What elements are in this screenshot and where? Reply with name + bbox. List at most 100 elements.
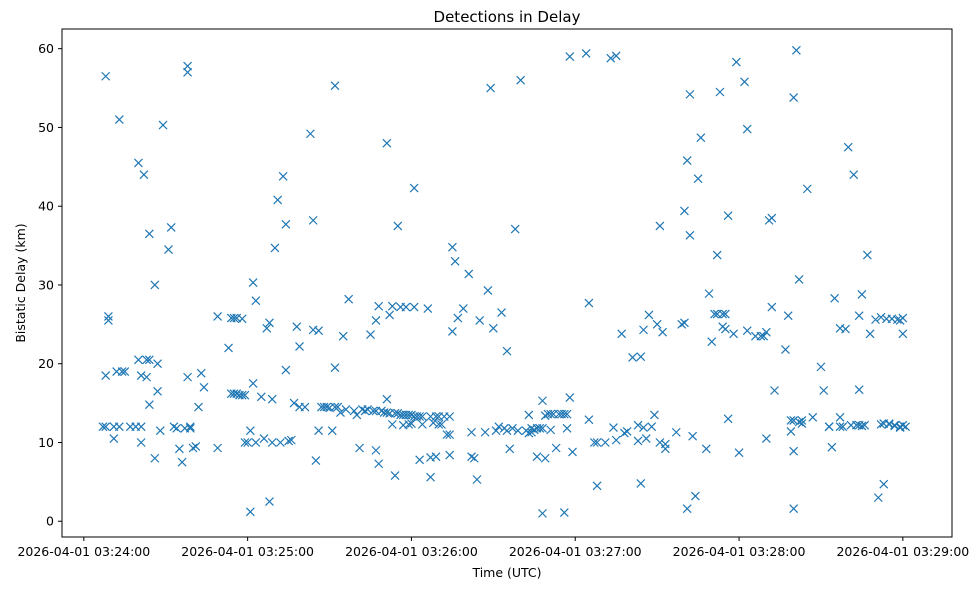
data-point-marker — [824, 422, 834, 432]
data-point-marker — [415, 412, 425, 421]
data-point-marker — [535, 423, 545, 433]
data-point-marker — [308, 215, 318, 225]
data-point-marker — [529, 425, 539, 435]
y-tick-label: 40 — [38, 199, 54, 214]
data-point-marker — [658, 327, 668, 337]
data-point-marker — [581, 48, 591, 58]
data-point-marker — [559, 508, 569, 518]
data-point-marker — [374, 301, 384, 311]
data-point-marker — [144, 229, 154, 239]
data-point-marker — [619, 428, 629, 438]
data-point-marker — [502, 346, 512, 356]
data-point-marker — [677, 319, 687, 329]
y-axis-ticks: 0 10 20 30 40 50 60 — [38, 41, 62, 529]
data-point-marker — [172, 423, 182, 433]
data-point-marker — [898, 420, 908, 430]
data-point-marker — [415, 455, 425, 465]
data-point-marker — [251, 296, 261, 306]
data-point-marker — [835, 422, 845, 432]
data-point-marker — [103, 312, 113, 321]
data-point-marker — [592, 438, 602, 447]
data-point-marker — [540, 411, 550, 421]
data-point-marker — [177, 457, 187, 467]
data-point-marker — [404, 419, 414, 429]
data-point-marker — [387, 419, 397, 429]
data-point-marker — [472, 475, 482, 484]
data-point-marker — [789, 93, 799, 102]
data-point-marker — [407, 410, 416, 420]
data-point-marker — [781, 345, 790, 354]
data-point-marker — [251, 438, 261, 447]
data-point-marker — [174, 444, 184, 454]
data-point-marker — [802, 184, 812, 194]
data-point-marker — [434, 419, 444, 429]
data-point-marker — [600, 438, 610, 447]
data-point-marker — [237, 390, 247, 400]
data-point-marker — [445, 450, 455, 460]
data-point-marker — [731, 57, 741, 67]
data-point-marker — [330, 363, 340, 373]
data-point-marker — [890, 420, 900, 430]
x-tick-label: 2026-04-01 03:26:00 — [345, 544, 478, 559]
data-point-marker — [374, 459, 384, 469]
data-point-marker — [622, 427, 632, 436]
data-point-marker — [101, 371, 111, 380]
data-point-marker — [232, 389, 242, 399]
data-point-marker — [532, 452, 542, 462]
data-point-marker — [491, 426, 501, 436]
data-point-marker — [786, 416, 796, 425]
data-point-marker — [584, 298, 594, 308]
data-point-marker — [401, 302, 411, 312]
data-point-marker — [720, 309, 730, 319]
data-point-marker — [540, 453, 550, 463]
data-point-marker — [382, 394, 392, 404]
data-point-marker — [393, 221, 403, 231]
data-point-marker — [431, 412, 441, 421]
data-point-marker — [647, 422, 657, 432]
data-point-marker — [712, 250, 722, 260]
data-point-marker — [136, 371, 146, 380]
data-point-marker — [690, 491, 700, 501]
data-point-marker — [144, 400, 154, 410]
data-point-marker — [696, 133, 706, 143]
data-point-marker — [565, 393, 575, 403]
data-point-marker — [639, 325, 648, 335]
data-point-marker — [652, 319, 662, 329]
data-point-marker — [660, 444, 670, 454]
data-point-marker — [761, 327, 771, 337]
data-point-marker — [469, 453, 479, 463]
data-point-marker — [382, 138, 392, 148]
data-point-marker — [865, 329, 875, 339]
data-point-marker — [314, 426, 324, 436]
data-point-marker — [516, 75, 526, 85]
data-point-marker — [139, 170, 149, 180]
data-point-marker — [636, 352, 646, 362]
data-point-marker — [194, 402, 203, 412]
data-point-marker — [854, 385, 864, 395]
data-point-marker — [857, 421, 867, 431]
data-point-marker — [510, 224, 520, 234]
data-point-marker — [368, 406, 378, 416]
data-point-marker — [101, 71, 111, 81]
data-point-marker — [655, 221, 665, 231]
data-point-marker — [723, 211, 733, 221]
data-point-marker — [281, 365, 291, 375]
data-point-marker — [390, 471, 400, 480]
data-point-marker — [169, 422, 179, 432]
data-point-marker — [286, 435, 296, 445]
data-point-marker — [213, 443, 223, 453]
data-point-marker — [447, 327, 457, 336]
data-point-marker — [387, 301, 397, 311]
x-axis-label: Time (UTC) — [471, 565, 541, 580]
data-point-marker — [409, 302, 419, 312]
data-point-marker — [562, 409, 572, 419]
data-point-marker — [808, 412, 818, 422]
data-point-marker — [355, 443, 365, 453]
data-point-marker — [467, 427, 476, 437]
data-point-marker — [701, 444, 711, 454]
data-point-marker — [876, 312, 886, 322]
data-point-marker — [483, 286, 493, 295]
data-point-marker — [789, 446, 799, 456]
data-point-marker — [816, 362, 826, 372]
data-point-marker — [562, 423, 572, 433]
